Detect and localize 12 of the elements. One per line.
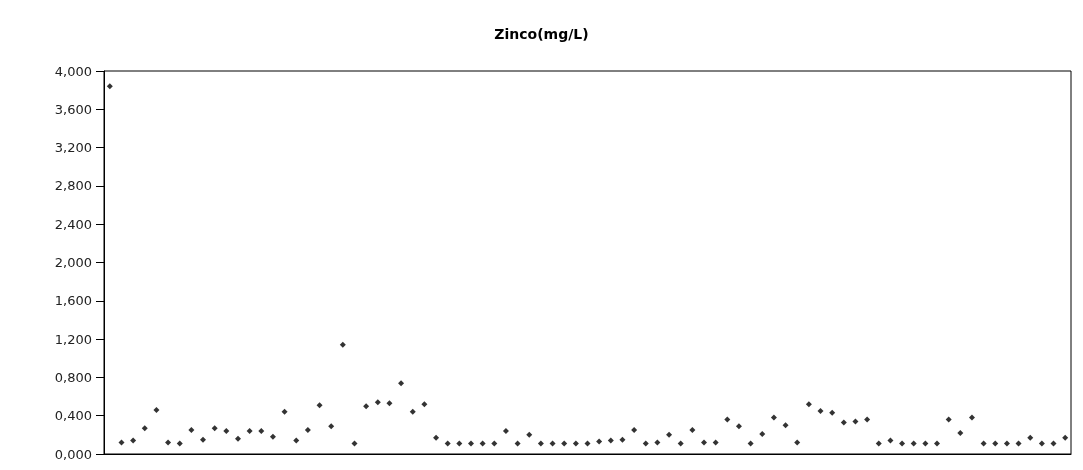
y-tick-label: 2,800 (54, 178, 92, 194)
y-tick-label: 0,800 (54, 369, 92, 385)
y-tick-label: 3,600 (54, 101, 92, 117)
y-tick-label: 3,200 (54, 140, 92, 156)
y-tick-label: 1,600 (54, 293, 92, 309)
y-tick-label: 0,400 (54, 408, 92, 424)
y-tick-label: 0,000 (54, 446, 92, 462)
y-tick-label: 4,000 (54, 63, 92, 79)
y-tick-label: 2,000 (54, 255, 92, 270)
y-tick-label: 2,400 (54, 216, 92, 232)
y-tick-label: 1,200 (54, 331, 92, 347)
chart-title: Zinco(mg/L) (494, 26, 589, 42)
